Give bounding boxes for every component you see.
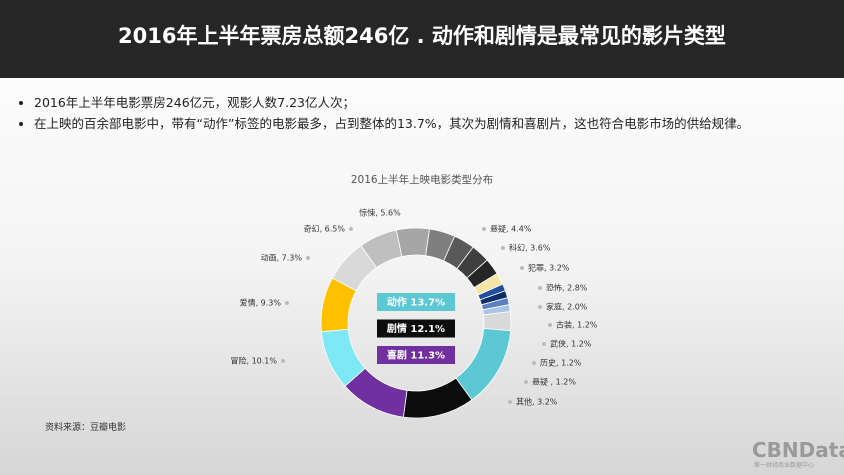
segment-label: 恐怖, 2.8% bbox=[546, 283, 588, 293]
segment-label: 悬疑, 4.4% bbox=[490, 224, 532, 234]
page-title: 2016年上半年票房总额246亿 . 动作和剧情是最常见的影片类型 bbox=[118, 24, 726, 48]
segment-label: 犯罪, 3.2% bbox=[528, 263, 570, 273]
label-dot bbox=[542, 342, 546, 346]
center-label: 动作 13.7% bbox=[387, 296, 445, 309]
label-dot bbox=[349, 227, 353, 231]
donut-segment bbox=[360, 229, 403, 269]
center-label-box bbox=[377, 319, 455, 338]
logo: CBNData bbox=[752, 438, 844, 462]
segment-label: 爱情, 9.3% bbox=[240, 298, 282, 308]
center-label-box bbox=[377, 293, 455, 311]
segment-label: 悬疑 , 1.2% bbox=[532, 377, 576, 387]
center-label: 剧情 12.1% bbox=[387, 322, 445, 335]
bullet: 在上映的百余部电影中，带有“动作”标签的电影最多，占到整体的13.7%，其次为剧… bbox=[34, 115, 834, 133]
source-note: 资料来源：豆瓣电影 bbox=[45, 423, 127, 433]
segment-label: 科幻, 3.6% bbox=[509, 243, 551, 253]
segment-label: 家庭, 2.0% bbox=[546, 302, 588, 312]
segment-label: 历史, 1.2% bbox=[540, 358, 582, 368]
label-dot bbox=[532, 361, 536, 365]
header-bar bbox=[0, 0, 844, 78]
segment-label: 动画, 7.3% bbox=[261, 253, 303, 263]
segment-label: 古装, 1.2% bbox=[556, 320, 598, 330]
segment-label: 冒险, 10.1% bbox=[231, 356, 278, 366]
segment-label: 其他, 3.2% bbox=[516, 397, 558, 407]
label-dot bbox=[508, 400, 512, 404]
label-dot bbox=[285, 301, 289, 305]
label-dot bbox=[306, 256, 310, 260]
label-dot bbox=[482, 227, 486, 231]
label-dot bbox=[501, 246, 505, 250]
donut-segment bbox=[483, 311, 512, 332]
label-dot bbox=[520, 266, 524, 270]
logo-subtitle: 第一财经商业数据中心 bbox=[754, 462, 815, 469]
center-label-box bbox=[377, 346, 455, 364]
bullet-list: 2016年上半年电影票房246亿元，观影人数7.23亿人次； 在上映的百余部电影… bbox=[18, 94, 834, 136]
label-dot bbox=[524, 380, 528, 384]
label-dot bbox=[538, 305, 542, 309]
center-label: 喜剧 11.3% bbox=[387, 349, 445, 362]
label-dot bbox=[538, 286, 542, 290]
segment-label: 奇幻, 6.5% bbox=[304, 224, 346, 234]
segment-label: 惊悚, 5.6% bbox=[359, 208, 401, 218]
segment-label: 武侠, 1.2% bbox=[550, 339, 592, 349]
label-dot bbox=[548, 323, 552, 327]
chart-title: 2016上半年上映电影类型分布 bbox=[351, 173, 493, 186]
bullet: 2016年上半年电影票房246亿元，观影人数7.23亿人次； bbox=[34, 94, 834, 112]
label-dot bbox=[281, 359, 285, 363]
